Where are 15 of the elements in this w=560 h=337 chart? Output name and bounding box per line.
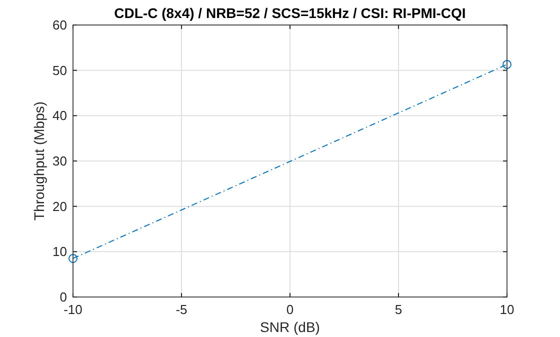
y-tick-label: 40 xyxy=(52,108,67,124)
chart-title: CDL-C (8x4) / NRB=52 / SCS=15kHz / CSI: RI-PMI-CQI xyxy=(114,5,466,21)
x-tick-label: 10 xyxy=(500,302,514,317)
y-tick-label: 50 xyxy=(52,62,67,78)
x-tick-label: 0 xyxy=(286,302,294,317)
x-tick-label: 5 xyxy=(394,302,402,317)
y-tick-label: 0 xyxy=(60,290,67,304)
x-tick-label: -10 xyxy=(64,302,82,317)
x-axis-title: SNR (dB) xyxy=(260,319,320,335)
y-tick-label: 20 xyxy=(52,198,67,214)
y-tick-label: 10 xyxy=(52,244,67,260)
y-tick-label: 60 xyxy=(52,18,67,32)
y-axis-title: Throughput (Mbps) xyxy=(31,101,47,221)
y-tick-label: 30 xyxy=(52,154,67,168)
x-tick-label: -5 xyxy=(176,302,188,317)
